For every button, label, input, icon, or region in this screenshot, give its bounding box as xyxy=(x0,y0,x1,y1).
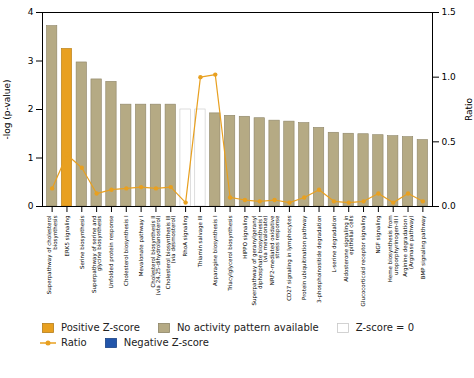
svg-text:Mevalonate pathway I: Mevalonate pathway I xyxy=(138,215,145,276)
svg-text:0: 0 xyxy=(28,201,34,211)
svg-text:1: 1 xyxy=(28,153,34,163)
svg-text:2: 2 xyxy=(28,104,34,114)
svg-text:Cholesterol biosynthesis I: Cholesterol biosynthesis I xyxy=(123,215,130,286)
svg-text:Thiamin salvage III: Thiamin salvage III xyxy=(197,215,204,268)
svg-text:3-phosphoinositide degradation: 3-phosphoinositide degradation xyxy=(316,215,323,303)
html-text:No activity pattern available: No activity pattern available xyxy=(176,322,319,333)
svg-text:Aldosterone signaling inepithe: Aldosterone signaling inepithelial cells xyxy=(343,215,356,282)
html-text:Ratio: Ratio xyxy=(61,337,87,348)
html-text:Negative Z-score: Negative Z-score xyxy=(123,337,209,348)
svg-text:HIPPO signaling: HIPPO signaling xyxy=(242,216,249,259)
svg-text:Serine biosynthesis: Serine biosynthesis xyxy=(79,215,86,269)
svg-text:Unfolded protein response: Unfolded protein response xyxy=(108,215,115,288)
svg-text:RhoA signaling: RhoA signaling xyxy=(182,216,189,257)
svg-text:3: 3 xyxy=(28,56,34,66)
svg-text:Superpathway of cholesterolbio: Superpathway of cholesterolbiosynthesis xyxy=(46,215,59,294)
svg-text:Asparagine biosynthesis I: Asparagine biosynthesis I xyxy=(212,215,219,286)
svg-text:NGF signaling: NGF signaling xyxy=(375,216,382,254)
svg-text:0.5: 0.5 xyxy=(442,137,456,147)
svg-text:Cholesterol biosynthesis II(vi: Cholesterol biosynthesis II(via 24,25-di… xyxy=(150,215,163,295)
svg-text:1.5: 1.5 xyxy=(442,7,456,17)
html-text:Positive Z-score: Positive Z-score xyxy=(61,322,140,333)
svg-text:Cholesterol biosynthesis III(v: Cholesterol biosynthesis III(via desmost… xyxy=(165,215,177,289)
svg-text:Heme biosynthesis fromuroporph: Heme biosynthesis fromuroporphyrinogen-I… xyxy=(387,215,400,282)
svg-text:Glucocorticoid receptor signal: Glucocorticoid receptor signaling xyxy=(360,216,367,307)
svg-text:Superpathway of geranylgeranyl: Superpathway of geranylgeranyldiphosphat… xyxy=(251,215,268,306)
svg-text:Triacylglycerol biosynthesis: Triacylglycerol biosynthesis xyxy=(227,215,234,291)
svg-text:Ratio: Ratio xyxy=(464,97,474,121)
svg-text:0.0: 0.0 xyxy=(442,201,457,211)
html-text:Z-score = 0: Z-score = 0 xyxy=(355,322,414,333)
svg-text:Arginine degradation I(Arginas: Arginine degradation I(Arginase pathway) xyxy=(402,215,415,277)
svg-text:Protein ubiquitination pathway: Protein ubiquitination pathway xyxy=(301,215,308,300)
svg-text:ERK5 signaling: ERK5 signaling xyxy=(64,216,71,257)
svg-text:-log (p-value): -log (p-value) xyxy=(2,79,12,139)
svg-text:4: 4 xyxy=(28,7,34,17)
svg-text:1.0: 1.0 xyxy=(442,72,457,82)
svg-text:CD27 signaling in lymphocytes: CD27 signaling in lymphocytes xyxy=(286,215,293,300)
svg-text:L-serine degradation: L-serine degradation xyxy=(331,215,338,273)
svg-text:NRF2-mediated oxidativestress: NRF2-mediated oxidativestress response xyxy=(269,215,282,285)
svg-text:Superpathway of serine andglyc: Superpathway of serine andglycine biosyn… xyxy=(91,215,104,293)
svg-text:BMP signaling pathway: BMP signaling pathway xyxy=(420,215,427,279)
